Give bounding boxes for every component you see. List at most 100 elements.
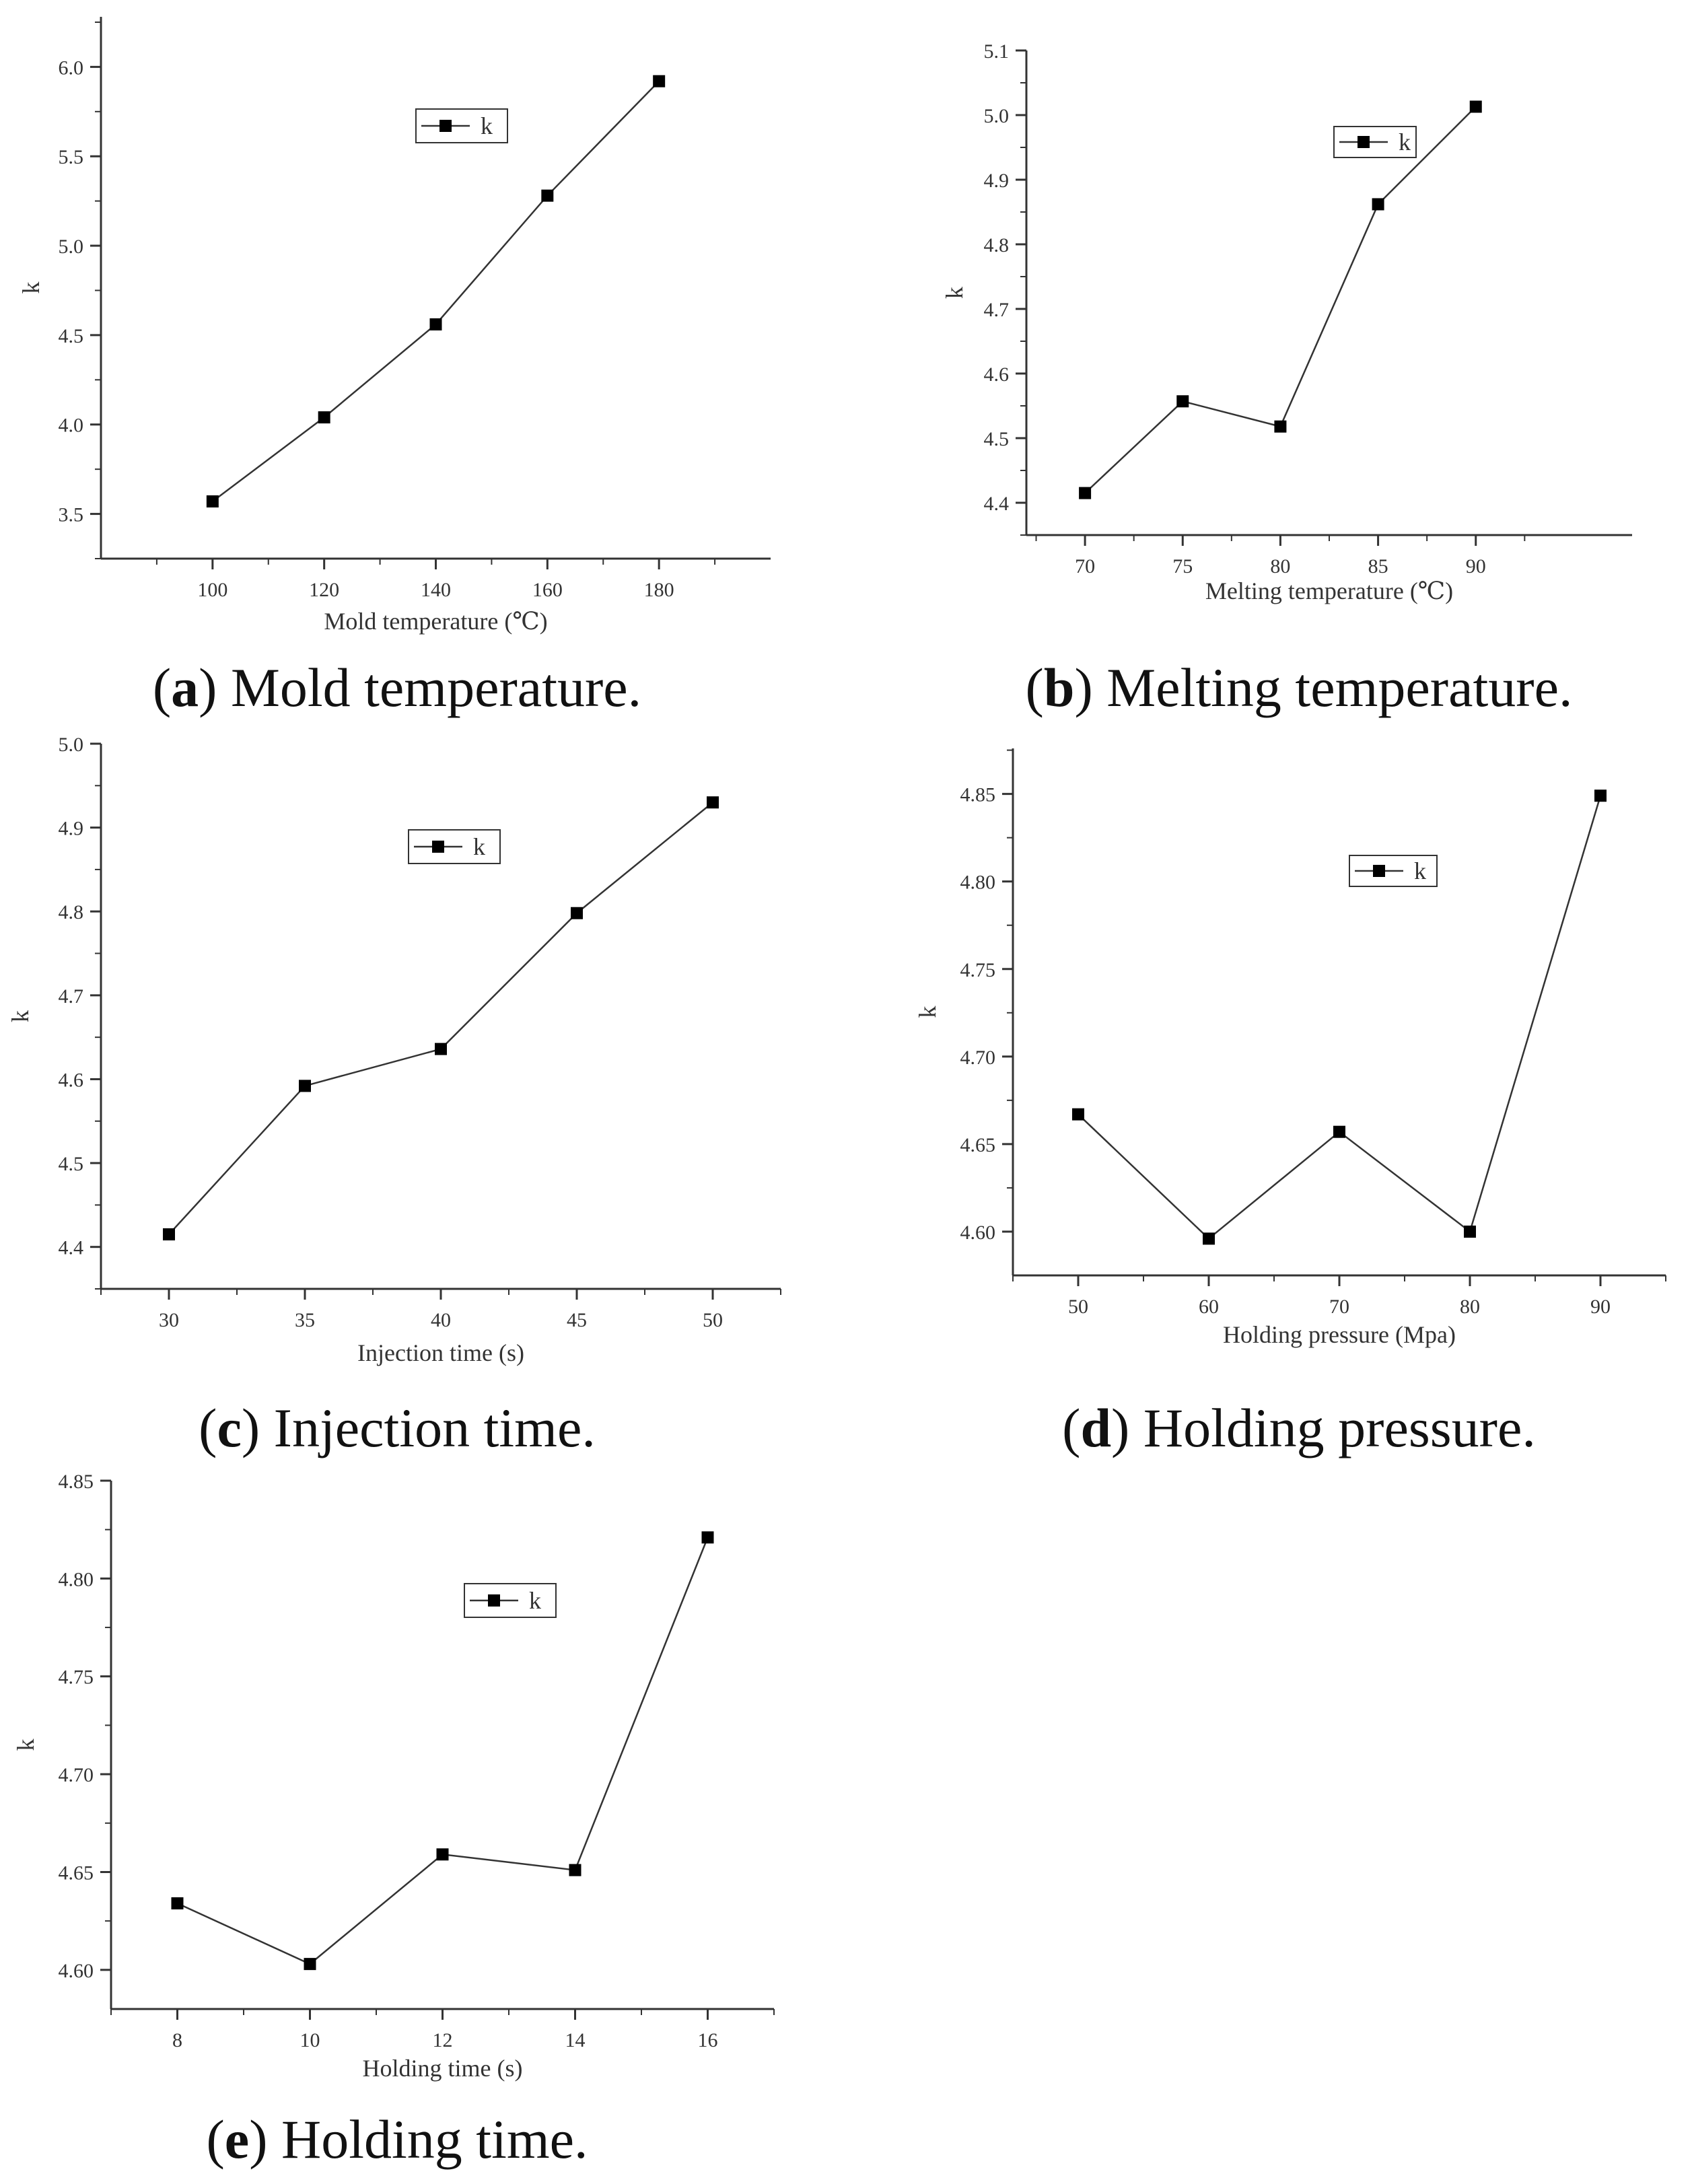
y-tick-label: 4.8 bbox=[984, 234, 1010, 256]
y-tick-label: 4.60 bbox=[59, 1960, 94, 1982]
data-point bbox=[429, 318, 442, 330]
data-point bbox=[1203, 1232, 1215, 1245]
y-tick-label: 5.5 bbox=[59, 146, 84, 168]
x-tick-label: 60 bbox=[1199, 1296, 1219, 1318]
legend-label: k bbox=[473, 833, 485, 860]
x-tick-label: 10 bbox=[300, 2029, 320, 2051]
x-axis-title: Mold temperature (℃) bbox=[324, 608, 547, 635]
y-tick-label: 4.9 bbox=[984, 170, 1010, 192]
y-tick-label: 4.5 bbox=[59, 1153, 84, 1175]
legend-label: k bbox=[481, 112, 493, 139]
y-tick-label: 4.70 bbox=[59, 1764, 94, 1786]
x-tick-label: 70 bbox=[1075, 555, 1095, 577]
data-point bbox=[1072, 1108, 1084, 1121]
data-point bbox=[318, 411, 330, 424]
x-tick-label: 14 bbox=[565, 2029, 586, 2051]
x-tick-label: 140 bbox=[421, 579, 451, 601]
x-axis-title: Holding time (s) bbox=[363, 2055, 523, 2082]
y-tick-label: 3.5 bbox=[59, 504, 84, 526]
legend-label: k bbox=[1414, 857, 1426, 884]
caption-b: (b) Melting temperature. bbox=[1025, 657, 1573, 718]
data-point bbox=[1079, 487, 1092, 499]
y-tick-label: 4.65 bbox=[59, 1862, 94, 1884]
x-tick-label: 8 bbox=[172, 2029, 182, 2051]
y-tick-label: 5.0 bbox=[59, 236, 84, 258]
legend-marker bbox=[1358, 136, 1370, 148]
x-tick-label: 12 bbox=[433, 2029, 453, 2051]
series-line bbox=[1084, 106, 1477, 494]
y-tick-label: 4.85 bbox=[960, 784, 996, 806]
y-tick-label: 4.80 bbox=[960, 872, 996, 894]
x-tick-label: 160 bbox=[532, 579, 563, 601]
y-tick-label: 4.7 bbox=[984, 299, 1010, 321]
x-tick-label: 40 bbox=[431, 1309, 451, 1331]
data-point bbox=[701, 1531, 714, 1544]
caption-d: (d) Holding pressure. bbox=[1062, 1397, 1536, 1458]
caption-a-label: a bbox=[171, 657, 199, 718]
y-tick-label: 4.4 bbox=[984, 493, 1010, 515]
chart-panel-b: 4.4 4.5 4.6 4.7 4.8 4.9 5.0 5.1 70 75 80 85 90 Meltin… bbox=[941, 40, 1632, 604]
chart-panel-d: 4.60 4.65 4.70 4.75 4.80 4.85 50 60 70 80 90 Holdin… bbox=[914, 748, 1666, 1348]
data-point bbox=[1372, 198, 1384, 211]
data-point bbox=[1333, 1125, 1345, 1138]
data-point bbox=[163, 1228, 175, 1240]
data-point bbox=[1176, 395, 1189, 408]
x-tick-label: 50 bbox=[1068, 1296, 1088, 1318]
x-axis-title: Melting temperature (℃) bbox=[1205, 577, 1453, 604]
caption-d-text: Holding pressure. bbox=[1143, 1397, 1536, 1458]
x-axis-title: Holding pressure (Mpa) bbox=[1223, 1321, 1456, 1348]
legend-label: k bbox=[1399, 129, 1411, 155]
x-axis-title: Injection time (s) bbox=[357, 1339, 524, 1366]
series-line bbox=[176, 1537, 709, 1965]
x-tick-label: 50 bbox=[703, 1309, 723, 1331]
y-tick-label: 4.5 bbox=[59, 325, 84, 347]
y-tick-label: 4.8 bbox=[59, 901, 84, 923]
data-point bbox=[304, 1958, 316, 1971]
y-axis-title: k bbox=[914, 1006, 941, 1018]
x-tick-label: 90 bbox=[1466, 555, 1486, 577]
x-tick-label: 45 bbox=[567, 1309, 587, 1331]
legend-marker bbox=[488, 1594, 500, 1607]
x-tick-label: 30 bbox=[159, 1309, 179, 1331]
y-tick-label: 4.65 bbox=[960, 1134, 996, 1156]
data-point bbox=[653, 75, 666, 87]
y-tick-label: 4.6 bbox=[984, 363, 1010, 386]
chart-panel-a: 3.5 4.0 4.5 5.0 5.5 6.0 100 120 140 160 180 Mold te… bbox=[17, 17, 771, 635]
data-point bbox=[436, 1848, 449, 1861]
data-point bbox=[1469, 100, 1482, 113]
y-axis-title: k bbox=[17, 282, 44, 294]
data-point bbox=[569, 1864, 581, 1876]
x-tick-label: 16 bbox=[698, 2029, 718, 2051]
y-tick-label: 4.5 bbox=[984, 428, 1010, 450]
data-point bbox=[1274, 420, 1287, 433]
data-point bbox=[1464, 1225, 1476, 1238]
y-axis-title: k bbox=[941, 287, 968, 299]
y-tick-label: 6.0 bbox=[59, 57, 84, 79]
data-point bbox=[171, 1897, 184, 1909]
data-point bbox=[299, 1080, 311, 1092]
y-tick-label: 4.7 bbox=[59, 985, 84, 1008]
y-tick-label: 4.6 bbox=[59, 1069, 84, 1091]
caption-c-text: Injection time. bbox=[273, 1397, 596, 1458]
y-tick-label: 5.1 bbox=[984, 40, 1010, 63]
x-tick-label: 100 bbox=[197, 579, 227, 601]
y-tick-label: 4.80 bbox=[59, 1568, 94, 1590]
x-tick-label: 75 bbox=[1172, 555, 1193, 577]
legend-label: k bbox=[529, 1587, 541, 1614]
caption-c-label: c bbox=[217, 1397, 242, 1458]
series-line bbox=[168, 802, 713, 1235]
x-tick-label: 120 bbox=[309, 579, 339, 601]
caption-e-text: Holding time. bbox=[281, 2109, 588, 2170]
x-tick-label: 90 bbox=[1590, 1296, 1611, 1318]
legend-marker bbox=[439, 120, 452, 132]
data-point bbox=[1594, 789, 1607, 802]
y-tick-label: 4.75 bbox=[960, 959, 996, 981]
x-tick-label: 180 bbox=[644, 579, 674, 601]
series-line bbox=[1078, 795, 1602, 1240]
y-tick-label: 4.85 bbox=[59, 1471, 94, 1493]
chart-panel-c: 4.4 4.5 4.6 4.7 4.8 4.9 5.0 30 35 40 45 50 Injection… bbox=[7, 734, 781, 1366]
y-tick-label: 4.4 bbox=[59, 1237, 84, 1259]
legend-marker bbox=[432, 841, 444, 853]
caption-c: (c) Injection time. bbox=[199, 1397, 596, 1458]
